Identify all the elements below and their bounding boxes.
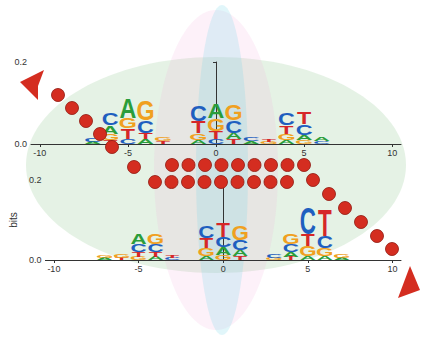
svg-text:A: A: [282, 250, 299, 259]
svg-text:A: A: [119, 92, 136, 125]
svg-text:C: C: [313, 140, 331, 145]
svg-text:A: A: [333, 257, 350, 261]
svg-text:G: G: [206, 115, 226, 134]
svg-text:A: A: [215, 244, 232, 258]
svg-text:T: T: [156, 140, 171, 145]
svg-text:C: C: [225, 117, 242, 136]
svg-text:0.0: 0.0: [29, 255, 42, 265]
svg-text:C: C: [295, 122, 313, 138]
svg-text:G: G: [295, 138, 314, 146]
svg-text:T: T: [226, 137, 241, 146]
svg-text:5: 5: [302, 148, 307, 158]
svg-text:T: T: [318, 203, 332, 243]
svg-text:A: A: [137, 137, 154, 146]
svg-text:G: G: [316, 245, 334, 259]
svg-text:G: G: [282, 231, 299, 247]
svg-text:A: A: [84, 141, 102, 145]
svg-text:G: G: [231, 222, 248, 243]
svg-text:T: T: [120, 126, 135, 142]
svg-text:C: C: [147, 241, 164, 255]
svg-text:G: G: [136, 94, 154, 127]
svg-text:A: A: [278, 138, 295, 146]
svg-text:G: G: [96, 254, 113, 258]
svg-text:A: A: [190, 138, 207, 146]
svg-text:C: C: [102, 110, 119, 128]
svg-text:C: C: [190, 100, 207, 126]
svg-text:T: T: [233, 254, 247, 262]
svg-text:-5: -5: [135, 264, 143, 274]
svg-text:0.2: 0.2: [14, 57, 27, 67]
svg-text:A: A: [242, 140, 260, 145]
svg-text:G: G: [197, 245, 215, 259]
svg-text:C: C: [278, 110, 295, 128]
svg-text:G: G: [299, 243, 317, 259]
svg-text:G: G: [277, 132, 296, 142]
svg-text:A: A: [313, 137, 330, 142]
svg-text:C: C: [130, 241, 147, 255]
svg-text:5: 5: [305, 264, 310, 274]
svg-text:G: G: [113, 253, 130, 259]
svg-text:0: 0: [213, 148, 218, 158]
svg-text:T: T: [191, 118, 206, 137]
svg-text:C: C: [207, 137, 225, 146]
svg-text:0.0: 0.0: [14, 139, 27, 149]
svg-text:C: C: [300, 201, 316, 241]
svg-text:G: G: [259, 141, 278, 145]
svg-text:T: T: [262, 138, 277, 143]
svg-text:C: C: [243, 137, 260, 142]
svg-text:A: A: [225, 131, 242, 141]
svg-text:C: C: [164, 257, 181, 261]
svg-text:A: A: [147, 255, 164, 261]
svg-text:T: T: [166, 255, 180, 259]
svg-text:A: A: [130, 231, 146, 247]
svg-text:10: 10: [388, 264, 398, 274]
svg-text:A: A: [232, 248, 249, 258]
svg-text:T: T: [148, 250, 163, 259]
svg-text:A: A: [208, 100, 225, 123]
svg-text:T: T: [284, 255, 298, 261]
svg-text:G: G: [189, 132, 208, 142]
svg-text:G: G: [333, 253, 350, 259]
svg-text:C: C: [84, 137, 102, 143]
svg-text:T: T: [138, 131, 153, 141]
svg-text:-5: -5: [124, 148, 132, 158]
svg-text:T: T: [216, 220, 230, 241]
svg-text:C: C: [232, 237, 249, 253]
svg-text:-10: -10: [33, 148, 46, 158]
svg-text:T: T: [279, 123, 294, 137]
svg-text:G: G: [265, 257, 283, 261]
svg-text:T: T: [131, 250, 146, 259]
svg-text:T: T: [114, 257, 129, 261]
svg-text:0: 0: [221, 264, 226, 274]
svg-text:G: G: [147, 231, 164, 247]
svg-text:A: A: [96, 257, 113, 261]
svg-text:G: G: [225, 100, 243, 126]
svg-text:T: T: [199, 235, 214, 251]
svg-text:C: C: [266, 253, 282, 259]
svg-text:bits: bits: [8, 212, 19, 228]
svg-text:G: G: [129, 255, 148, 261]
svg-text:C: C: [282, 241, 299, 255]
svg-text:C: C: [215, 234, 232, 250]
svg-text:T: T: [297, 109, 312, 127]
svg-text:-10: -10: [47, 264, 60, 274]
svg-text:10: 10: [387, 148, 397, 158]
svg-text:G: G: [154, 137, 172, 142]
svg-text:C: C: [198, 223, 214, 242]
svg-text:T: T: [208, 128, 224, 142]
svg-text:G: G: [214, 253, 232, 262]
svg-text:0.2: 0.2: [29, 175, 42, 185]
